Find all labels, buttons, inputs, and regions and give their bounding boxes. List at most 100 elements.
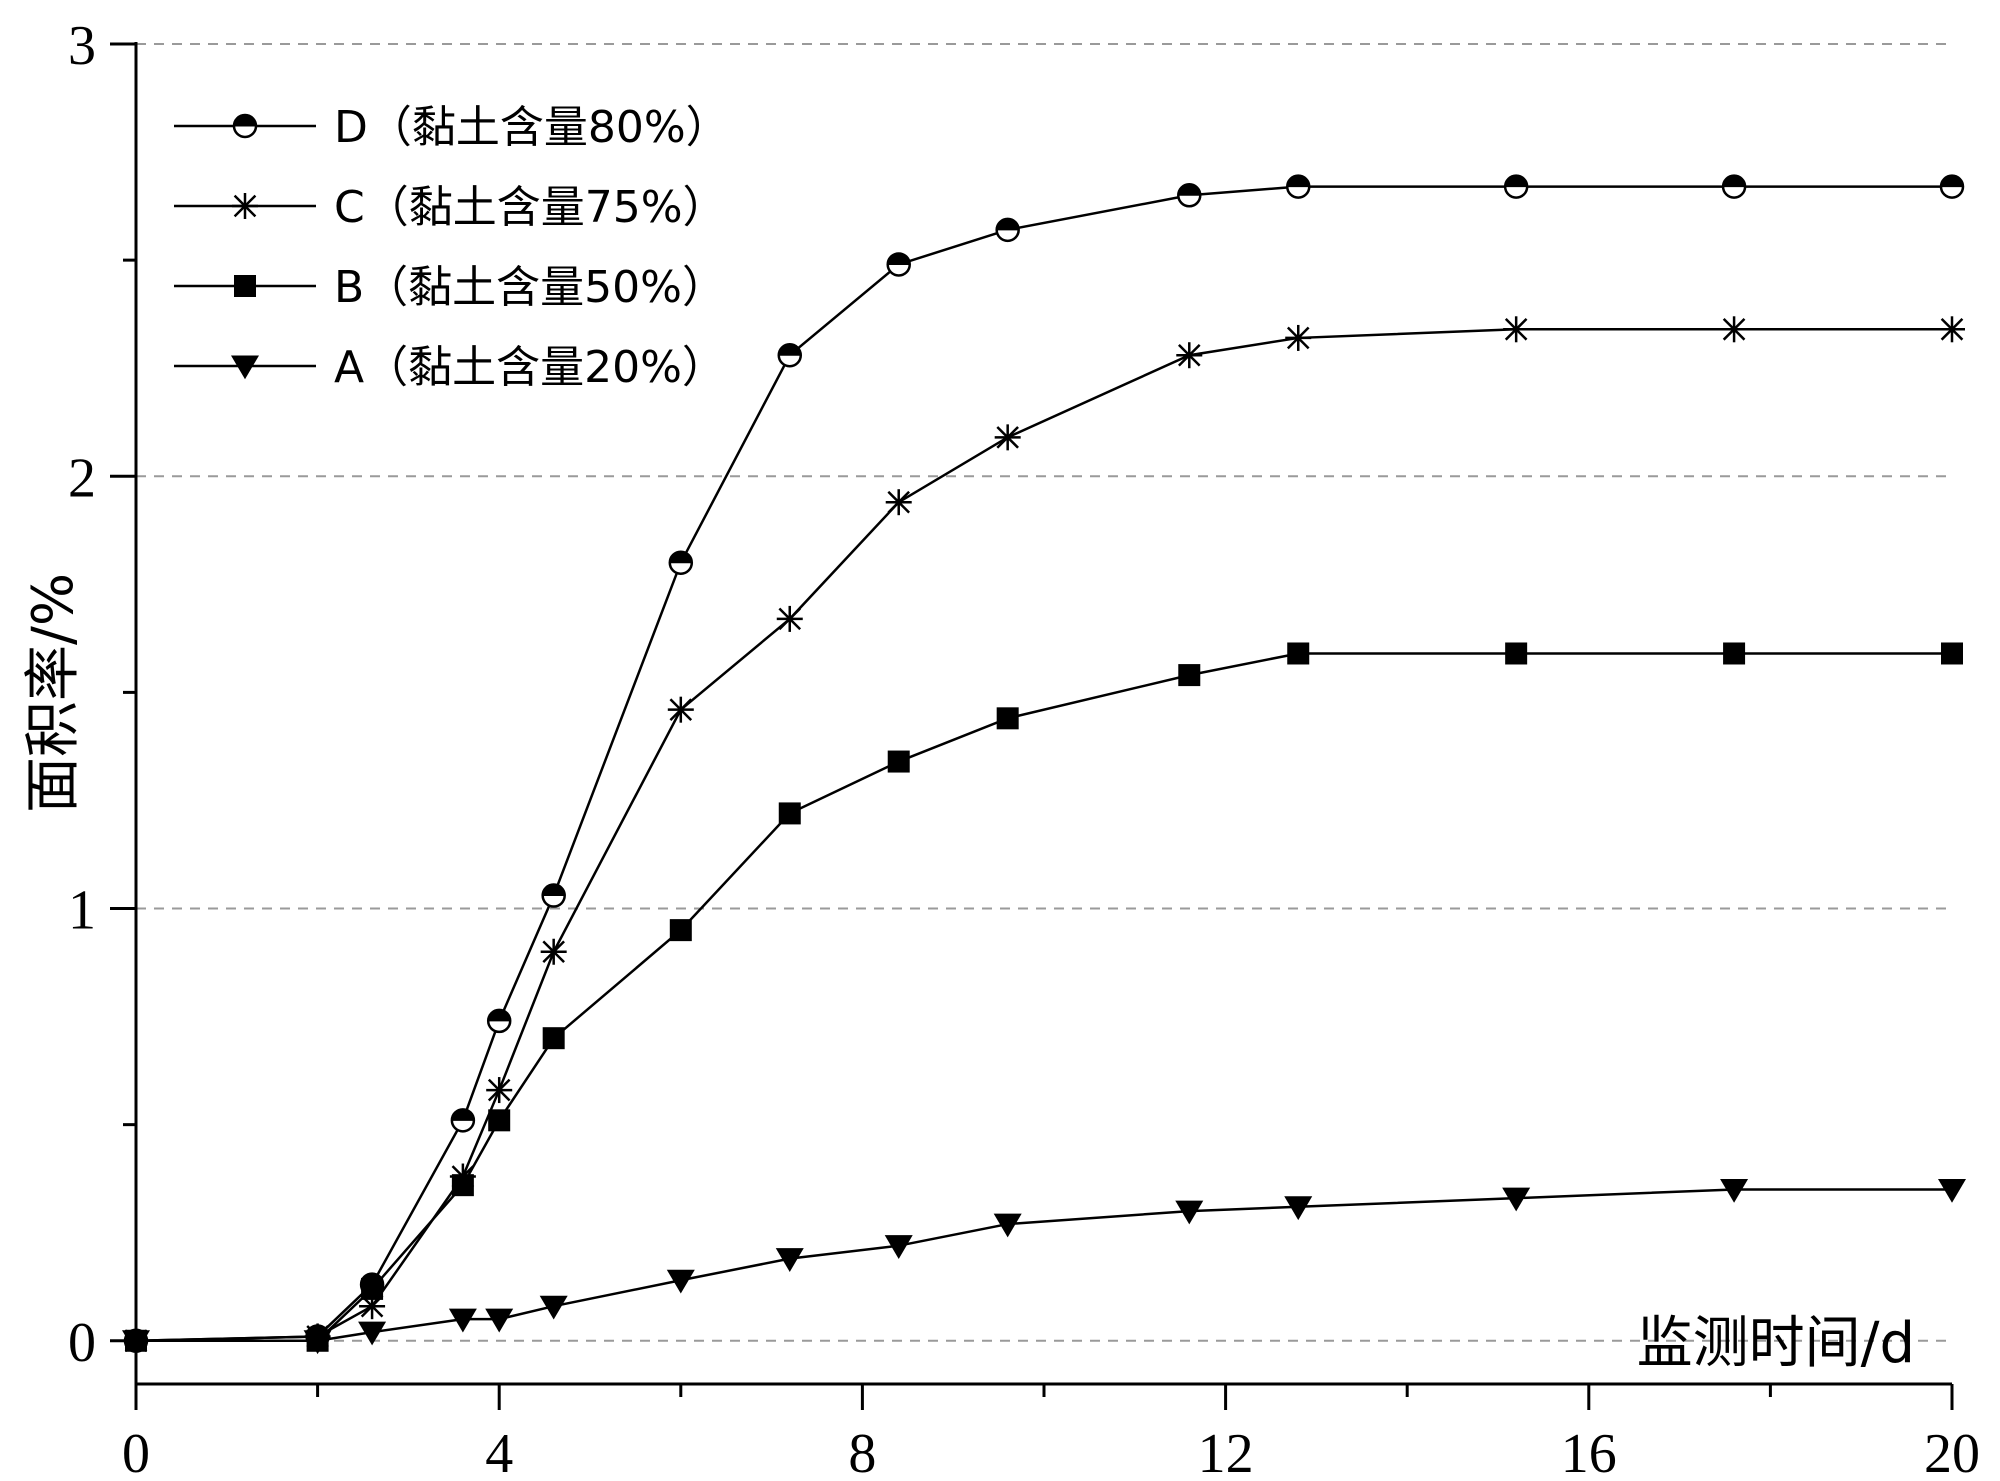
marker-triangle	[1938, 1178, 1966, 1203]
data-point	[1175, 1200, 1204, 1225]
y-tick-label-1: 1	[68, 880, 96, 942]
legend-marker	[231, 355, 259, 380]
data-point	[1503, 316, 1530, 343]
y-tick-label-2: 2	[68, 447, 96, 509]
marker-triangle	[666, 1269, 695, 1294]
legend-marker	[232, 193, 258, 219]
marker-square	[1287, 642, 1310, 665]
data-point	[994, 424, 1021, 451]
data-point	[887, 750, 910, 773]
marker-square	[488, 1109, 511, 1132]
data-point	[886, 252, 911, 277]
grid-lines	[136, 43, 1952, 1342]
marker-triangle	[231, 355, 259, 380]
data-point	[777, 342, 803, 368]
data-point	[1503, 174, 1529, 199]
data-point	[1176, 342, 1203, 369]
data-point	[1721, 174, 1747, 199]
data-point	[1285, 174, 1311, 199]
data-point	[541, 883, 566, 908]
data-point	[996, 707, 1019, 730]
marker-triangle	[775, 1248, 804, 1272]
marker-circle-top-half	[1504, 175, 1528, 188]
data-point	[1939, 316, 1965, 343]
marker-square	[1723, 642, 1746, 665]
legend-label: A（黏土含量20%）	[334, 342, 726, 393]
marker-triangle	[1502, 1187, 1531, 1212]
data-point	[884, 1235, 913, 1259]
data-point	[1721, 316, 1748, 343]
data-point	[486, 1008, 512, 1034]
data-point	[485, 1308, 514, 1333]
marker-square	[887, 750, 910, 773]
legend-label: D（黏土含量80%）	[334, 102, 730, 153]
marker-square	[996, 707, 1019, 730]
marker-triangle	[1720, 1178, 1749, 1203]
x-tick-label-12: 12	[1198, 1423, 1254, 1481]
data-point	[1178, 664, 1201, 687]
data-point	[540, 938, 567, 965]
data-point	[668, 550, 694, 575]
data-point	[778, 802, 801, 825]
data-point	[1287, 642, 1310, 665]
data-point	[775, 1248, 804, 1272]
marker-square	[361, 1277, 384, 1300]
marker-circle-top-half	[669, 551, 693, 564]
data-point	[1502, 1187, 1531, 1212]
legend-item-3: B（黏土含量50%）	[174, 262, 726, 313]
marker-triangle	[884, 1235, 913, 1259]
series-group	[122, 174, 1966, 1355]
x-tick-label-4: 4	[485, 1423, 513, 1481]
data-point	[303, 1330, 332, 1355]
marker-square	[1178, 664, 1201, 687]
marker-circle-top-half	[233, 114, 257, 127]
marker-square	[234, 275, 256, 297]
data-point	[1939, 174, 1965, 199]
x-axis-title: 监测时间/d	[1637, 1311, 1915, 1376]
marker-triangle	[122, 1330, 150, 1355]
data-point	[1941, 642, 1963, 665]
data-point	[776, 605, 803, 632]
y-tick-label-3: 3	[68, 15, 96, 77]
marker-square	[1941, 642, 1963, 665]
marker-triangle	[993, 1213, 1022, 1238]
data-point	[542, 1027, 565, 1050]
data-point	[122, 1330, 150, 1355]
data-point	[361, 1277, 384, 1300]
marker-circle-top-half	[451, 1108, 475, 1121]
data-point	[1284, 1196, 1313, 1221]
x-tick-label-8: 8	[848, 1423, 876, 1481]
data-point	[995, 217, 1020, 243]
data-point	[448, 1308, 477, 1333]
data-point	[993, 1213, 1022, 1238]
x-tick-label-0: 0	[122, 1423, 150, 1481]
legend-label: C（黏土含量75%）	[334, 182, 727, 233]
data-point	[358, 1321, 387, 1346]
series-line-3	[136, 652, 1952, 1343]
legend: D（黏土含量80%） C（黏土含量75%） B（黏土含量50%） A（黏土含量20%）	[174, 102, 730, 393]
marker-square	[1505, 642, 1528, 665]
series-3	[125, 642, 1963, 1352]
data-point	[1723, 642, 1746, 665]
marker-triangle	[358, 1321, 387, 1346]
axes	[134, 42, 1952, 1386]
legend-label: B（黏土含量50%）	[334, 262, 726, 313]
marker-circle-top-half	[887, 253, 911, 265]
marker-square	[778, 802, 801, 825]
data-point	[885, 489, 912, 516]
marker-circle-top-half	[1940, 175, 1964, 188]
data-point	[1938, 1178, 1966, 1203]
marker-circle-top-half	[542, 884, 566, 897]
marker-triangle	[303, 1330, 332, 1355]
marker-circle-top-half	[1177, 183, 1201, 196]
series-4	[122, 1178, 1966, 1355]
x-tick-label-16: 16	[1561, 1423, 1617, 1481]
legend-item-1: D（黏土含量80%）	[174, 102, 730, 153]
y-tick-label-0: 0	[68, 1312, 96, 1374]
marker-circle-top-half	[778, 343, 802, 356]
marker-triangle	[539, 1295, 568, 1320]
series-line-2	[135, 328, 1952, 1343]
data-point	[1177, 183, 1202, 208]
